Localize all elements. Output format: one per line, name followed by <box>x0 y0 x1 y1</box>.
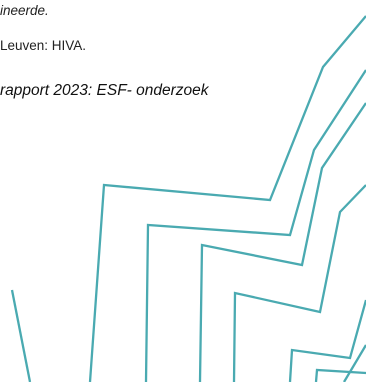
zigzag-line <box>288 299 366 382</box>
zigzag-line <box>10 289 32 382</box>
zigzag-line <box>232 184 366 382</box>
zigzag-lines <box>10 15 366 382</box>
zigzag-line <box>144 69 366 382</box>
zigzag-line <box>88 15 366 382</box>
report-title-text: rapport 2023: ESF- onderzoek <box>0 82 209 99</box>
zigzag-line <box>314 368 366 382</box>
publisher-text: Leuven: HIVA. <box>0 38 87 53</box>
citation-text-fragment: ineerde. <box>0 3 49 18</box>
zigzag-line <box>198 102 366 382</box>
zigzag-line <box>343 344 366 382</box>
